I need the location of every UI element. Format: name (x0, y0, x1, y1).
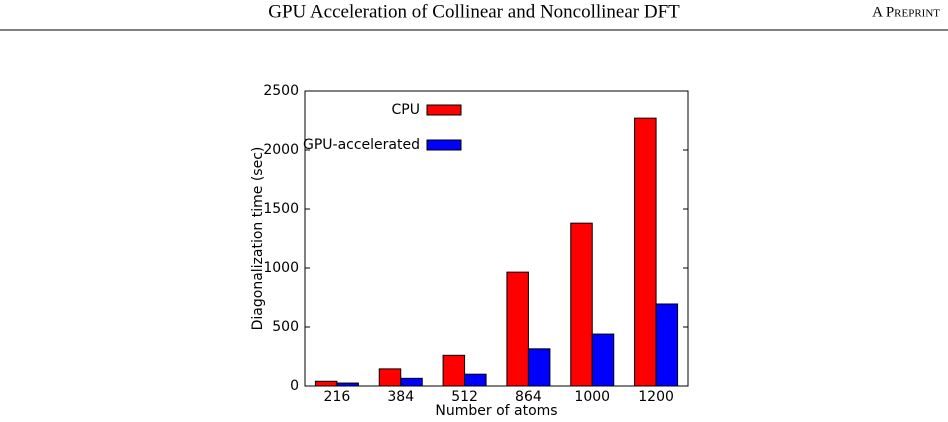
bar (634, 117, 657, 387)
y-tick-label: 500 (272, 319, 299, 335)
plot-frame (304, 90, 689, 387)
y-tick-label: 2000 (263, 142, 299, 158)
bar (506, 271, 529, 387)
bar (591, 333, 615, 387)
bar (655, 303, 679, 387)
header-label: A Preprint (872, 4, 940, 20)
x-tick-label: 384 (387, 389, 414, 405)
bar (378, 368, 402, 387)
bar (314, 380, 338, 387)
bar (464, 373, 487, 387)
y-tick-label: 0 (290, 378, 299, 394)
bar (442, 354, 466, 387)
bar (400, 377, 423, 387)
legend-label: GPU-accelerated (303, 137, 420, 153)
bar (570, 222, 593, 387)
bar (527, 348, 551, 387)
legend-label: CPU (392, 102, 420, 118)
y-tick-label: 1000 (263, 260, 299, 276)
legend-swatch (426, 104, 462, 116)
x-axis-label: Number of atoms (435, 403, 557, 419)
y-tick-label: 2500 (263, 83, 299, 99)
x-tick-label: 864 (515, 389, 542, 405)
y-tick-label: 1500 (263, 201, 299, 217)
legend-swatch (426, 139, 462, 151)
chart: 0 500 1000 1500 2000 2500 216 384 512 864 1000 1200… (250, 83, 689, 419)
x-tick-label: 216 (324, 389, 351, 405)
x-tick-label: 512 (451, 389, 478, 405)
header-title: GPU Acceleration of Collinear and Noncol… (268, 1, 680, 22)
x-tick-label: 1200 (638, 389, 674, 405)
x-tick-label: 1000 (574, 389, 610, 405)
y-axis-label: Diagonalization time (sec) (250, 147, 266, 331)
